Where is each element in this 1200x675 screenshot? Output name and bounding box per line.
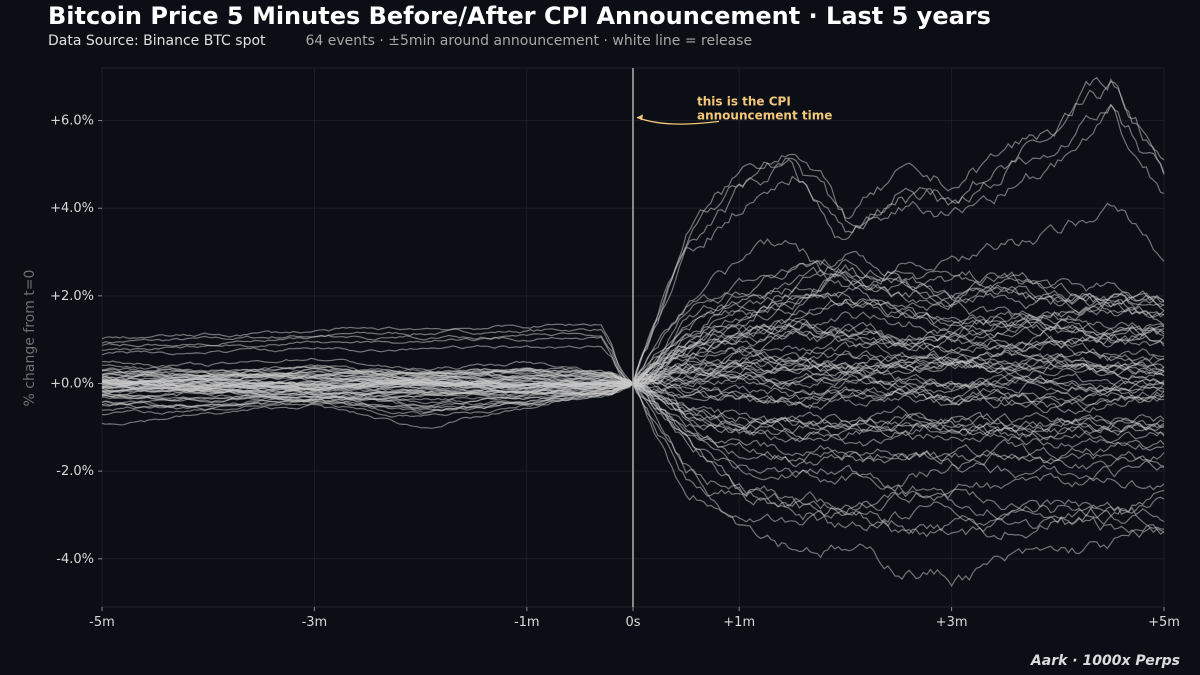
y-tick-label: -4.0% — [56, 552, 94, 567]
x-tick-label: -5m — [89, 615, 115, 630]
y-tick-label: -2.0% — [56, 464, 94, 479]
annotation-text: announcement time — [697, 108, 832, 122]
y-tick-label: +0.0% — [50, 377, 94, 392]
events-meta-label: 64 events · ±5min around announcement · … — [305, 33, 753, 49]
watermark: Aark · 1000x Perps — [1030, 653, 1180, 669]
y-tick-label: +6.0% — [50, 114, 94, 129]
chart-title: Bitcoin Price 5 Minutes Before/After CPI… — [48, 2, 991, 30]
x-tick-label: -1m — [514, 615, 540, 630]
y-tick-label: +2.0% — [50, 289, 94, 304]
x-tick-label: 0s — [625, 615, 640, 630]
x-tick-label: +3m — [936, 615, 968, 630]
y-tick-label: +4.0% — [50, 201, 94, 216]
annotation-arrowhead — [637, 114, 643, 121]
data-source-label: Data Source: Binance BTC spot — [48, 33, 266, 49]
x-tick-label: +1m — [723, 615, 755, 630]
annotation-text: this is the CPI — [697, 94, 791, 108]
x-tick-label: +5m — [1148, 615, 1180, 630]
axis-ticks: +6.0% +4.0% +2.0% +0.0% -2.0% -4.0% -5m -3m -1m 0… — [50, 114, 1180, 630]
x-tick-label: -3m — [302, 615, 328, 630]
chart-subtitle: Data Source: Binance BTC spot 64 events ·… — [48, 33, 752, 49]
annotation-arrow — [636, 116, 720, 125]
series-group — [101, 68, 1165, 607]
